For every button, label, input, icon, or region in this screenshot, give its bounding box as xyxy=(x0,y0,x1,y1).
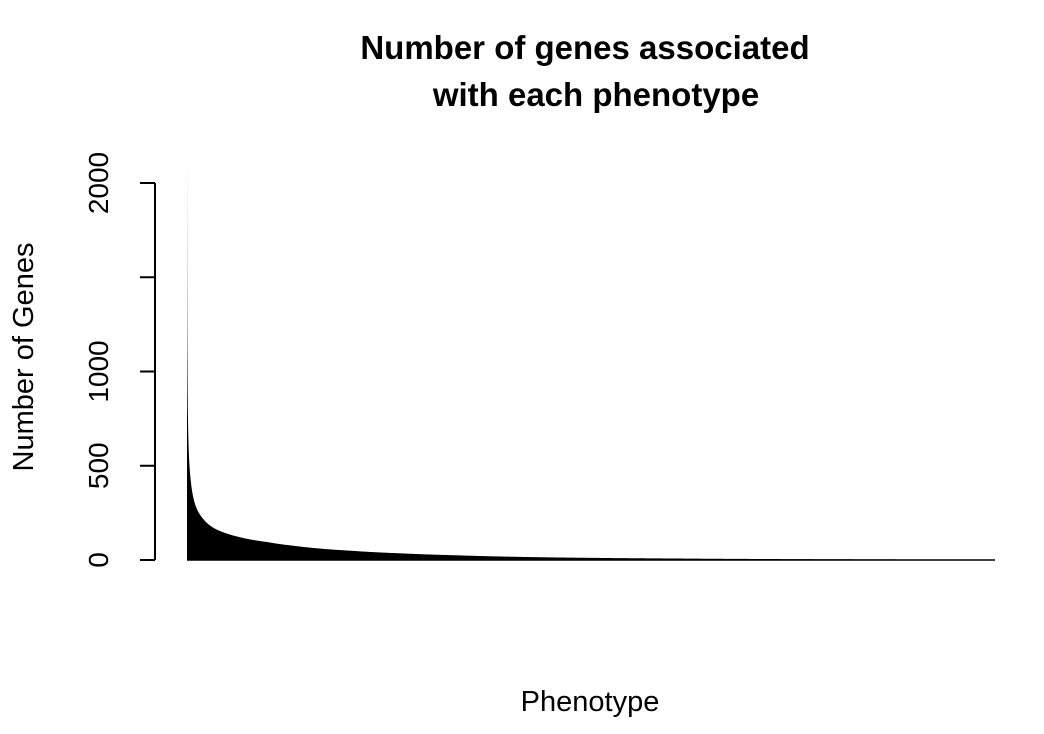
y-tick-label-2000: 2000 xyxy=(83,152,114,214)
chart-title-line-1: Number of genes associated xyxy=(360,29,809,66)
chart-title-line-2: with each phenotype xyxy=(432,76,759,113)
y-tick-label-0: 0 xyxy=(83,552,114,568)
y-tick-label-1000: 1000 xyxy=(83,340,114,402)
y-axis-ticks: 0 500 1000 2000 xyxy=(83,152,155,568)
x-axis-label: Phenotype xyxy=(521,686,660,718)
y-axis-label: Number of Genes xyxy=(8,243,40,472)
y-tick-label-500: 500 xyxy=(83,442,114,489)
bars-area xyxy=(187,145,995,561)
